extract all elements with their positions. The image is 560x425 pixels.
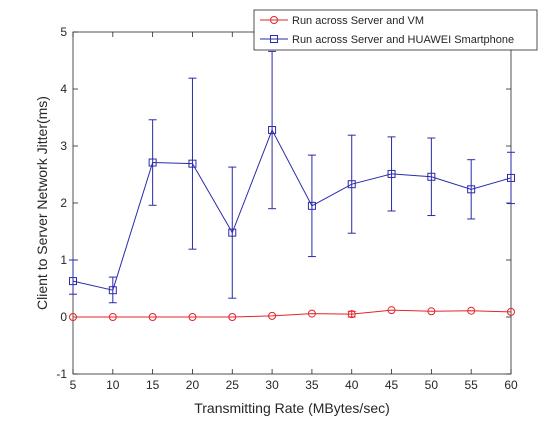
y-tick-label: 4	[60, 82, 67, 96]
y-tick-label: 0	[60, 310, 67, 324]
x-tick-label: 40	[345, 378, 359, 392]
x-tick-label: 15	[146, 378, 160, 392]
legend-label: Run across Server and HUAWEI Smartphone	[292, 34, 514, 46]
y-tick-label: 2	[60, 196, 67, 210]
y-tick-label: 3	[60, 139, 67, 153]
x-tick-label: 5	[70, 378, 77, 392]
y-tick-label: -1	[56, 367, 67, 381]
x-tick-label: 60	[504, 378, 518, 392]
x-axis-label: Transmitting Rate (MBytes/sec)	[194, 400, 390, 416]
legend: Run across Server and VM Run across Serve…	[254, 10, 537, 50]
x-tick-label: 25	[226, 378, 240, 392]
x-tick-label: 30	[265, 378, 279, 392]
x-tick-label: 55	[465, 378, 479, 392]
x-tick-label: 10	[106, 378, 120, 392]
legend-label: Run across Server and VM	[292, 15, 424, 27]
y-tick-label: 5	[60, 25, 67, 39]
y-axis-label: Client to Server Network Jitter(ms)	[34, 96, 50, 310]
x-tick-label: 20	[186, 378, 200, 392]
y-tick-label: 1	[60, 253, 67, 267]
x-tick-label: 45	[385, 378, 399, 392]
plot-area	[73, 32, 511, 374]
x-tick-label: 50	[425, 378, 439, 392]
x-tick-label: 35	[305, 378, 319, 392]
